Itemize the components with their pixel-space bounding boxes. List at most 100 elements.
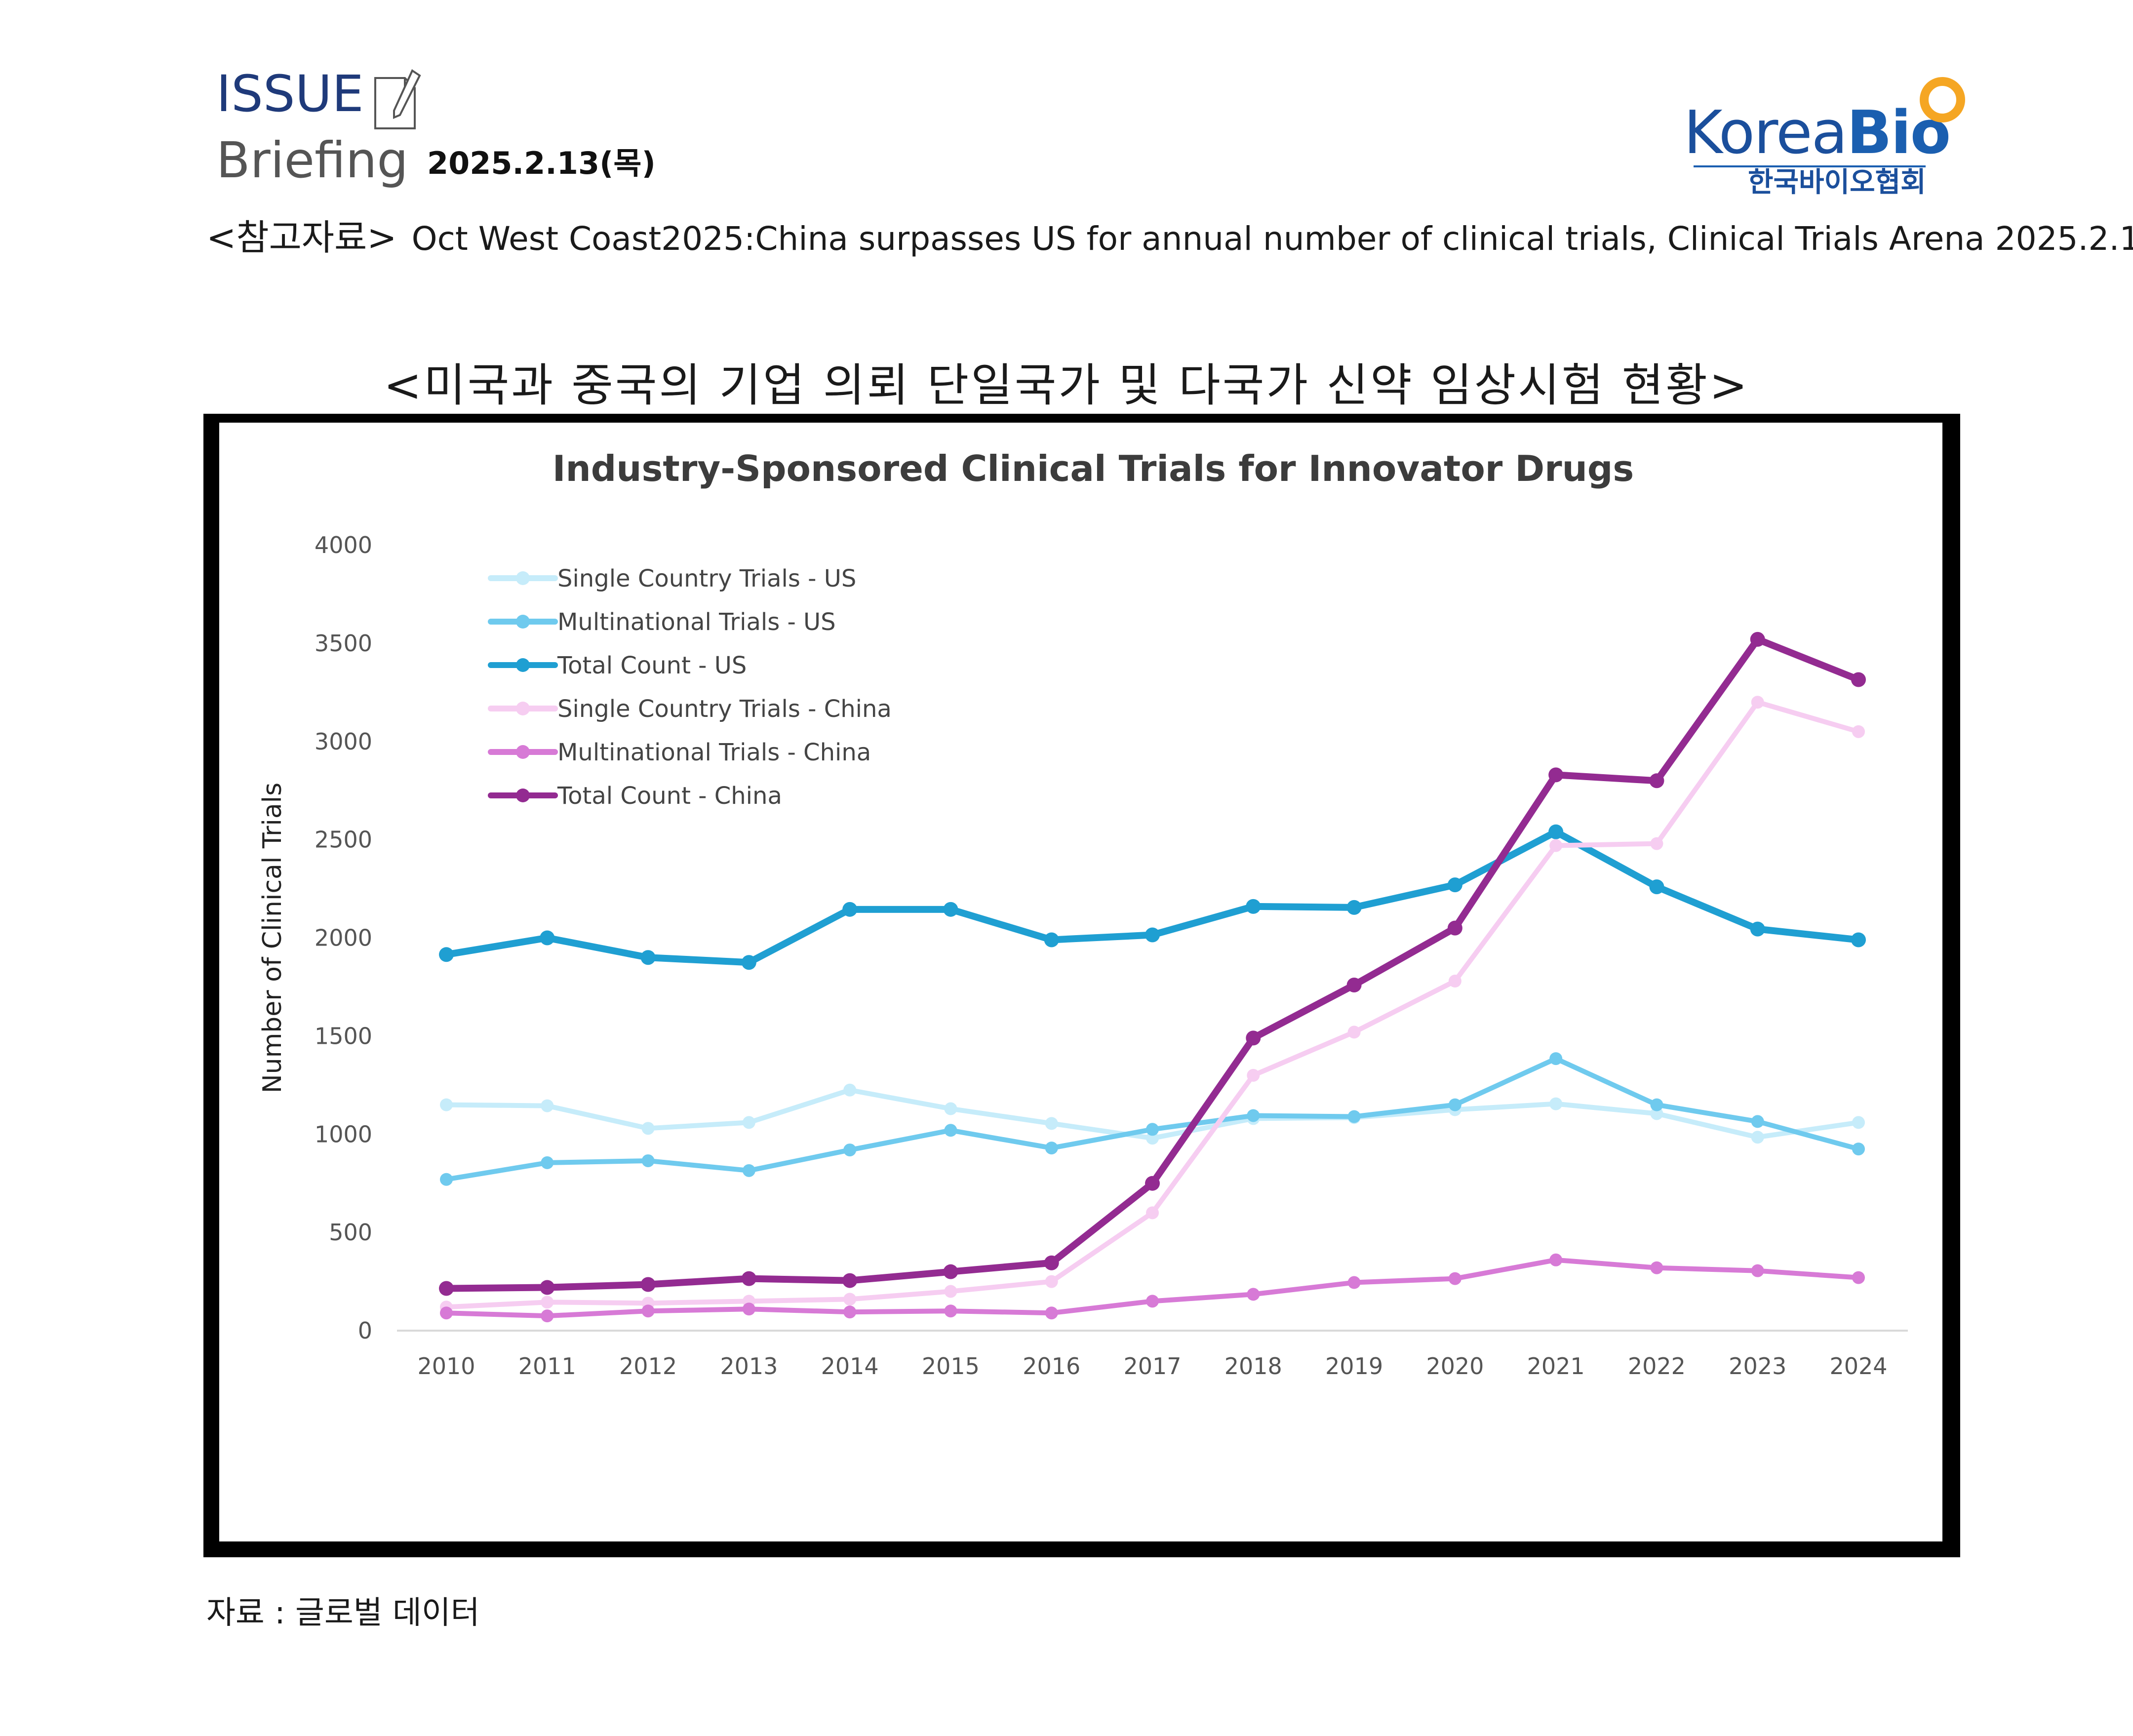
data-point-1	[1751, 1115, 1764, 1128]
data-point-2	[943, 902, 958, 917]
data-point-3	[944, 1285, 957, 1298]
data-point-4	[1751, 1264, 1764, 1277]
data-point-3	[1045, 1275, 1058, 1288]
x-tick-label: 2016	[1023, 1353, 1080, 1380]
y-axis-label: Number of Clinical Trials	[258, 783, 287, 1093]
data-point-5	[842, 1273, 858, 1288]
x-tick-label: 2022	[1628, 1353, 1686, 1380]
koreabio-logo: KoreaBio 한국바이오협회	[1684, 74, 1975, 202]
data-point-4	[1448, 1272, 1462, 1285]
legend-swatch-dot	[516, 789, 530, 802]
data-point-5	[640, 1277, 656, 1292]
data-point-3	[541, 1296, 554, 1309]
reference-text: Oct West Coast2025:China surpasses US fo…	[411, 220, 2133, 258]
data-point-3	[1852, 725, 1865, 738]
data-point-1	[1448, 1098, 1462, 1111]
x-tick-label: 2020	[1426, 1353, 1484, 1380]
legend-label: Multinational Trials - US	[557, 608, 836, 636]
data-point-0	[1549, 1097, 1563, 1110]
data-point-3	[1448, 975, 1462, 988]
data-point-4	[1549, 1253, 1563, 1266]
data-point-2	[1145, 927, 1160, 943]
data-point-0	[541, 1099, 554, 1112]
x-tick-label: 2012	[619, 1353, 677, 1380]
data-point-4	[1650, 1261, 1663, 1274]
data-point-0	[1751, 1131, 1764, 1144]
data-point-4	[1146, 1295, 1159, 1308]
data-point-5	[540, 1280, 555, 1295]
y-tick-label: 2000	[315, 925, 372, 951]
data-point-5	[1447, 920, 1462, 936]
source-note: 자료 : 글로벌 데이터	[206, 1595, 480, 1631]
data-point-0	[641, 1122, 655, 1135]
data-point-5	[439, 1281, 454, 1296]
data-point-0	[1852, 1116, 1865, 1129]
y-tick-label: 2500	[315, 827, 372, 853]
data-point-5	[1750, 631, 1765, 647]
x-tick-label: 2014	[821, 1353, 879, 1380]
data-point-2	[1851, 932, 1866, 947]
series-line-5	[443, 635, 1862, 1292]
data-point-4	[1852, 1271, 1865, 1284]
data-point-5	[1346, 977, 1362, 992]
y-tick-label: 3500	[315, 630, 372, 657]
chart-frame: Industry-Sponsored Clinical Trials for I…	[203, 414, 1960, 1557]
legend-swatch-dot	[516, 571, 530, 585]
data-point-5	[741, 1271, 756, 1286]
data-point-4	[944, 1304, 957, 1318]
data-point-0	[944, 1102, 957, 1115]
data-point-4	[843, 1305, 857, 1319]
x-tick-label: 2010	[417, 1353, 475, 1380]
y-tick-label: 1000	[315, 1121, 372, 1147]
data-point-1	[843, 1144, 857, 1157]
reference-line: <참고자료> Oct West Coast2025:China surpasses…	[206, 217, 2133, 258]
data-point-4	[541, 1309, 554, 1323]
data-point-0	[843, 1083, 857, 1097]
x-tick-label: 2013	[720, 1353, 778, 1380]
series-line-2	[443, 828, 1862, 966]
legend-swatch-dot	[516, 658, 530, 672]
data-point-1	[541, 1156, 554, 1169]
y-tick-label: 4000	[315, 532, 372, 558]
legend-label: Single Country Trials - US	[557, 565, 856, 592]
legend-label: Single Country Trials - China	[557, 695, 892, 723]
data-point-1	[1045, 1142, 1058, 1155]
data-point-2	[1548, 824, 1564, 839]
logo-divider	[1694, 165, 1926, 167]
legend-label: Multinational Trials - China	[557, 739, 871, 766]
data-point-4	[440, 1306, 453, 1320]
data-point-2	[1447, 877, 1462, 893]
data-point-5	[943, 1264, 958, 1279]
issue-date: 2025.2.13(목)	[427, 145, 656, 181]
data-point-0	[440, 1098, 453, 1111]
data-point-0	[1045, 1117, 1058, 1130]
briefing-label: Briefing	[216, 131, 408, 189]
data-point-3	[1650, 837, 1663, 850]
data-point-3	[843, 1293, 857, 1306]
data-point-3	[1146, 1206, 1159, 1220]
data-point-3	[1549, 839, 1563, 852]
data-point-2	[842, 902, 858, 917]
data-point-1	[1549, 1052, 1563, 1065]
reference-tag: <참고자료>	[206, 217, 397, 258]
legend-label: Total Count - China	[557, 782, 782, 810]
data-point-0	[742, 1116, 755, 1129]
data-point-2	[1044, 932, 1059, 947]
figure-heading: <미국과 중국의 기업 의뢰 단일국가 및 다국가 신약 임상시험 현황>	[383, 359, 1749, 412]
legend-swatch-dot	[516, 702, 530, 715]
data-point-2	[1346, 900, 1362, 915]
logo-wordmark: KoreaBio	[1684, 104, 1951, 163]
data-point-1	[1852, 1143, 1865, 1156]
y-tick-label: 3000	[315, 728, 372, 755]
data-point-4	[641, 1304, 655, 1318]
legend-label: Total Count - US	[557, 652, 747, 679]
data-point-1	[440, 1173, 453, 1186]
logo-wordmark-korea: Korea	[1684, 99, 1848, 167]
data-point-4	[1247, 1288, 1260, 1301]
data-point-2	[540, 930, 555, 946]
x-tick-label: 2018	[1224, 1353, 1282, 1380]
data-point-3	[1347, 1026, 1361, 1039]
data-point-2	[1246, 899, 1261, 914]
x-tick-label: 2015	[922, 1353, 980, 1380]
data-point-4	[1347, 1276, 1361, 1289]
